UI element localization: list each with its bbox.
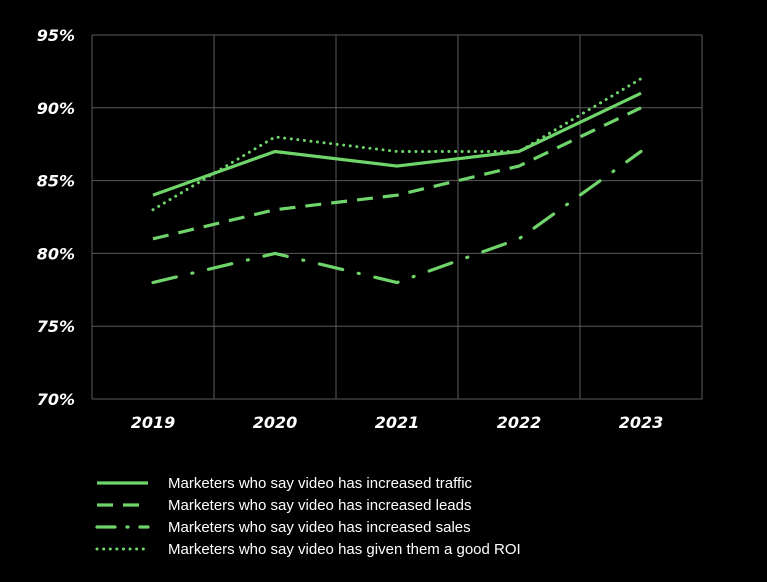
y-tick-label: 70%	[37, 390, 75, 409]
y-tick-label: 85%	[37, 172, 75, 191]
y-tick-label: 95%	[37, 26, 75, 45]
x-tick-label: 2020	[253, 413, 298, 432]
y-tick-label: 75%	[37, 317, 75, 336]
legend-label: Marketers who say video has increased tr…	[168, 475, 473, 492]
legend-label: Marketers who say video has given them a…	[168, 541, 521, 558]
series-line-dashed	[152, 106, 642, 241]
y-axis-tick-labels: 70% 75% 80% 85% 90% 95%	[37, 26, 75, 409]
legend: Marketers who say video has increased tr…	[95, 475, 521, 558]
x-tick-label: 2019	[131, 413, 176, 432]
series-line-dashdot	[151, 149, 643, 285]
series-lines	[151, 77, 643, 285]
y-tick-label: 90%	[37, 99, 75, 118]
legend-label: Marketers who say video has increased sa…	[168, 519, 471, 536]
series-line-solid	[152, 91, 642, 197]
x-tick-label: 2021	[375, 413, 420, 432]
grid	[91, 34, 703, 400]
x-tick-label: 2022	[497, 413, 542, 432]
x-tick-label: 2023	[619, 413, 664, 432]
series-line-dotted	[151, 77, 643, 212]
legend-label: Marketers who say video has increased le…	[168, 497, 472, 514]
x-axis-tick-labels: 2019 2020 2021 2022 2023	[131, 413, 664, 432]
y-tick-label: 80%	[37, 244, 75, 263]
